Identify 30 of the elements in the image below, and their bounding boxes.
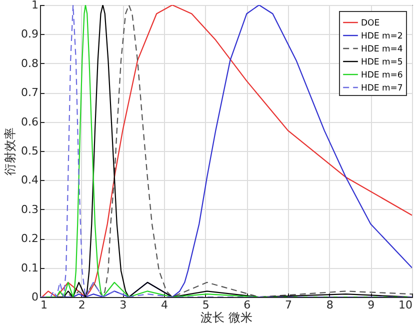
x-axis-title: 波长 微米 xyxy=(200,310,252,324)
x-tick-label: 8 xyxy=(326,298,334,312)
y-tick-label: 0.3 xyxy=(21,202,38,216)
x-tick-label: 2 xyxy=(78,298,86,312)
y-tick-label: 0.2 xyxy=(21,232,38,246)
y-axis-title: 衍射效率 xyxy=(3,128,18,176)
y-tick-label: 0.4 xyxy=(21,174,38,187)
y-tick-label: 1 xyxy=(32,0,38,12)
x-tick-label: 5 xyxy=(202,298,210,312)
y-tick-label: 0.7 xyxy=(21,86,38,100)
x-tick-label: 6 xyxy=(244,298,251,312)
y-tick-label: 0.1 xyxy=(21,261,38,274)
legend-label: HDE m=6 xyxy=(361,70,403,80)
y-tick-label: 0 xyxy=(32,290,38,304)
legend-label: HDE m=4 xyxy=(361,44,403,54)
x-tick-label: 1 xyxy=(40,298,48,312)
x-tick-label: 9 xyxy=(368,298,375,312)
legend-label: DOE xyxy=(361,18,380,28)
legend-label: HDE m=7 xyxy=(361,84,403,94)
x-tick-label: 10 xyxy=(398,298,412,312)
y-tick-label: 0.8 xyxy=(21,56,38,70)
x-tick-label: 4 xyxy=(161,298,168,312)
x-tick-label: 7 xyxy=(285,298,292,312)
line-series xyxy=(40,5,412,297)
y-tick-label: 0.9 xyxy=(21,28,38,41)
y-tick-label: 0.6 xyxy=(21,115,38,128)
legend-label: HDE m=5 xyxy=(361,58,403,68)
legend-label: HDE m=2 xyxy=(361,32,403,42)
y-tick-label: 0.5 xyxy=(21,144,38,158)
x-tick-label: 3 xyxy=(120,298,127,312)
